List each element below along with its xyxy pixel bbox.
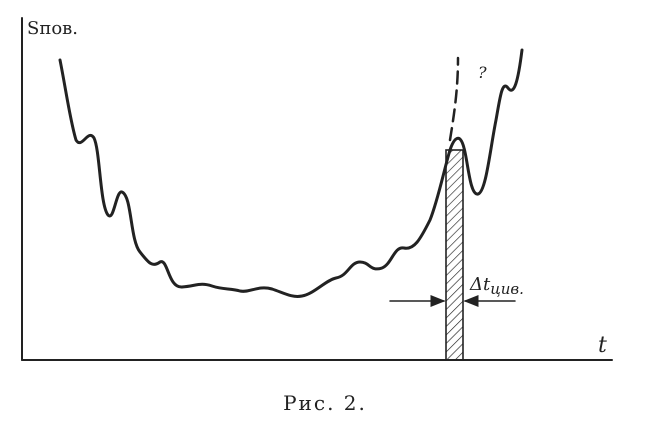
interval-label-subscript: цив. <box>490 280 524 298</box>
interval-label-main: Δt <box>469 274 491 295</box>
question-mark: ? <box>478 63 487 82</box>
hatched-interval <box>445 149 464 361</box>
y-axis-label: Sпов. <box>27 18 78 39</box>
dashed-extension <box>448 56 460 142</box>
x-axis-label: t <box>598 333 607 358</box>
caption: Рис. 2. <box>283 391 367 415</box>
interval-label: Δtцив. <box>469 274 524 298</box>
curve <box>58 48 524 298</box>
